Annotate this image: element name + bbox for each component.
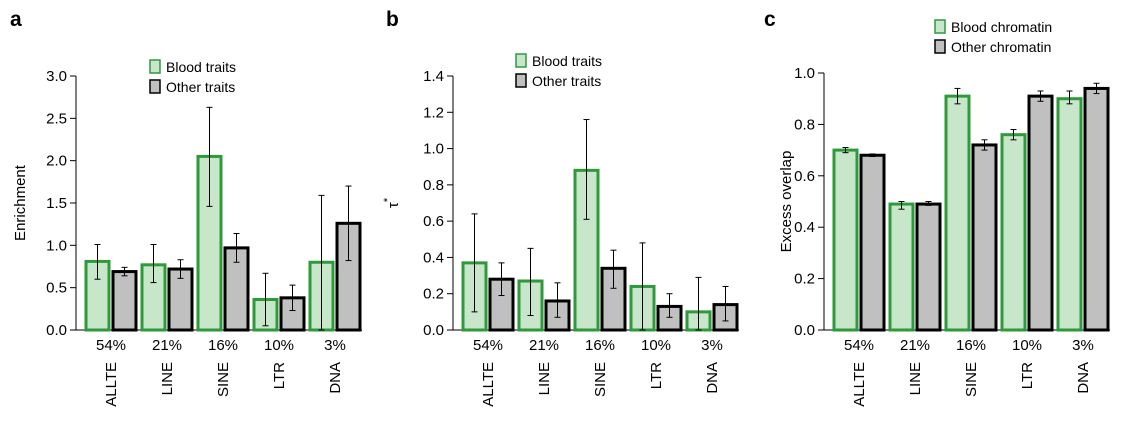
category-percent-label: 16% — [585, 337, 615, 354]
category-percent-label: 54% — [844, 337, 874, 354]
category-label: SINE — [592, 362, 609, 397]
legend-label: Other traits — [166, 79, 235, 95]
category-percent-label: 21% — [152, 337, 182, 354]
legend-label: Blood chromatin — [951, 19, 1052, 35]
category-label: LINE — [536, 362, 553, 395]
panel-b: b 0.0 0.2 0.4 0.6 0.8 1.0 1.2 1.4 τ* 54% ALLTE 21% L… — [376, 0, 752, 422]
panel-letter: a — [10, 8, 22, 31]
y-tick-label: 0.8 — [794, 116, 815, 133]
bar-other — [1027, 94, 1054, 332]
panel-letter: b — [386, 8, 399, 31]
category-label: LINE — [907, 362, 924, 395]
category-label: SINE — [963, 362, 980, 397]
legend-label: Blood traits — [532, 53, 602, 69]
category-label: DNA — [1075, 362, 1092, 394]
category-label: ALLTE — [851, 362, 868, 407]
y-tick-label: 1.0 — [794, 65, 815, 82]
bar-blood — [1000, 133, 1027, 332]
y-axis-label: τ* — [382, 197, 402, 208]
chart-a: 0.0 0.5 1.0 1.5 2.0 2.5 3.0 Enrichment 54% ALLTE 2… — [12, 59, 362, 407]
chart-c: 0.0 0.2 0.4 0.6 0.8 1.0 Excess overlap 54% ALLTE… — [778, 19, 1110, 407]
y-tick-label: 0.2 — [794, 271, 815, 288]
y-tick-label: 1.2 — [423, 104, 444, 121]
legend-swatch — [934, 39, 946, 54]
bar-other — [915, 202, 942, 332]
y-tick-label: 0.8 — [423, 177, 444, 194]
bar-blood — [944, 94, 971, 332]
y-tick-label: 1.0 — [423, 141, 444, 158]
category-percent-label: 10% — [641, 337, 671, 354]
category-percent-label: 16% — [956, 337, 986, 354]
bar-other — [1083, 86, 1110, 332]
y-tick-label: 0.6 — [794, 168, 815, 185]
y-tick-label: 0.4 — [423, 249, 444, 266]
category-percent-label: 16% — [208, 337, 238, 354]
category-percent-label: 3% — [1072, 337, 1094, 354]
y-tick-label: 0.0 — [46, 322, 67, 339]
category-percent-label: 10% — [264, 337, 294, 354]
legend-swatch — [149, 79, 161, 94]
y-tick-label: 0.0 — [794, 322, 815, 339]
y-tick-label: 3.0 — [46, 68, 67, 85]
legend-swatch — [149, 59, 161, 74]
y-tick-label: 0.2 — [423, 286, 444, 303]
bar-other — [111, 270, 138, 332]
category-percent-label: 3% — [701, 337, 723, 354]
category-label: LINE — [159, 362, 176, 395]
category-percent-label: 54% — [473, 337, 503, 354]
y-tick-label: 1.0 — [46, 237, 67, 254]
category-label: DNA — [327, 362, 344, 394]
category-label: ALLTE — [103, 362, 120, 407]
y-tick-label: 2.0 — [46, 153, 67, 170]
y-tick-label: 0.6 — [423, 213, 444, 230]
y-tick-label: 1.4 — [423, 68, 444, 85]
category-label: DNA — [704, 362, 721, 394]
category-percent-label: 3% — [324, 337, 346, 354]
legend-swatch — [515, 73, 527, 88]
category-label: ALLTE — [480, 362, 497, 407]
y-tick-label: 0.5 — [46, 280, 67, 297]
bar-other — [859, 153, 886, 332]
chart-b: 0.0 0.2 0.4 0.6 0.8 1.0 1.2 1.4 τ* 54% ALLTE 21% LIN… — [382, 53, 739, 407]
category-label: SINE — [215, 362, 232, 397]
panel-letter: c — [764, 8, 776, 31]
y-axis-label: Excess overlap — [778, 151, 795, 253]
category-percent-label: 10% — [1012, 337, 1042, 354]
category-percent-label: 54% — [96, 337, 126, 354]
category-label: LTR — [271, 362, 288, 389]
legend-swatch — [515, 53, 527, 68]
bar-other — [971, 143, 998, 332]
category-percent-label: 21% — [900, 337, 930, 354]
category-label: LTR — [648, 362, 665, 389]
legend-swatch — [934, 19, 946, 34]
y-tick-label: 0.0 — [423, 322, 444, 339]
y-tick-label: 2.5 — [46, 110, 67, 127]
y-axis-label: Enrichment — [12, 164, 29, 241]
bar-blood — [832, 148, 859, 332]
legend-label: Blood traits — [166, 59, 236, 75]
y-tick-label: 0.4 — [794, 219, 815, 236]
legend-label: Other traits — [532, 73, 601, 89]
panel-a: a 0.0 0.5 1.0 1.5 2.0 2.5 3.0 Enrichment 54% ALLT… — [0, 0, 376, 422]
category-label: LTR — [1019, 362, 1036, 389]
y-tick-label: 1.5 — [46, 195, 67, 212]
category-percent-label: 21% — [529, 337, 559, 354]
bar-blood — [888, 202, 915, 332]
legend-label: Other chromatin — [951, 39, 1051, 55]
bar-blood — [1056, 97, 1083, 332]
y-axis-label-superscript: * — [382, 197, 394, 202]
panel-c: c 0.0 0.2 0.4 0.6 0.8 1.0 Excess overlap 54% ALL… — [752, 0, 1129, 422]
